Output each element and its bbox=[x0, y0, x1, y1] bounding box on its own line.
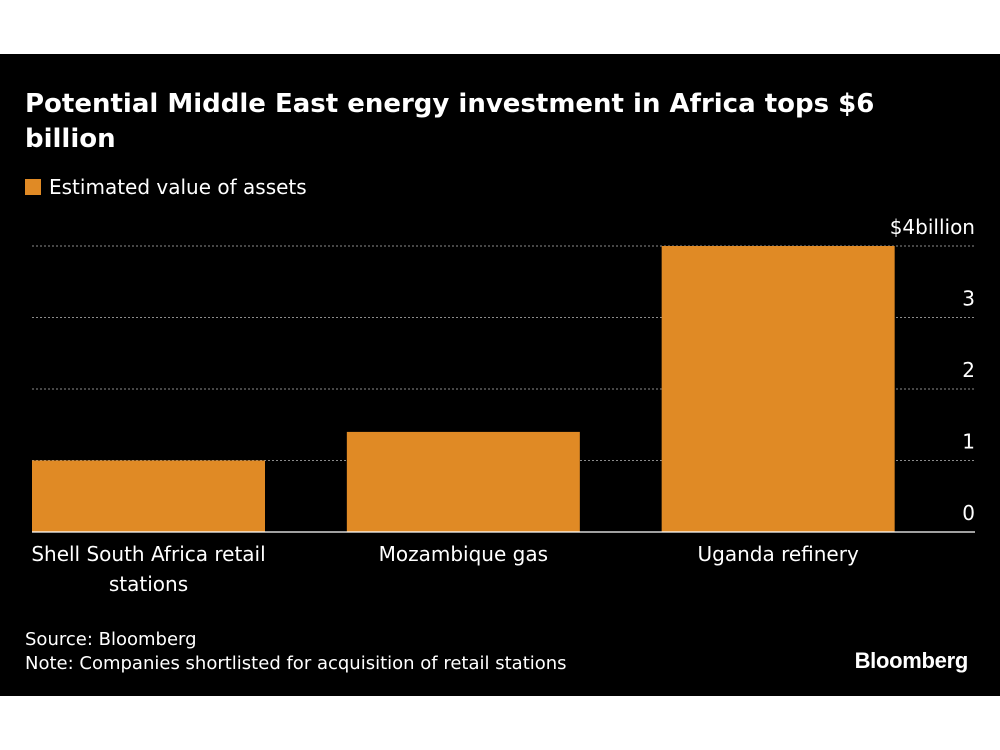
bloomberg-logo: Bloomberg bbox=[854, 648, 969, 673]
x-tick-label: Uganda refinery bbox=[698, 542, 859, 566]
bar bbox=[346, 431, 580, 532]
x-tick-label: Mozambique gas bbox=[379, 542, 548, 566]
x-tick-label: Shell South Africa retail stations bbox=[31, 542, 265, 596]
y-tick-label: 1 bbox=[962, 430, 975, 454]
y-tick-label: 0 bbox=[962, 501, 975, 525]
chart-panel: Potential Middle East energy investment … bbox=[0, 54, 1000, 696]
footnote: Note: Companies shortlisted for acquisit… bbox=[25, 653, 567, 674]
y-tick-label: $4billion bbox=[890, 215, 975, 239]
chart-title: Potential Middle East energy investment … bbox=[25, 89, 875, 154]
legend-label: Estimated value of assets bbox=[49, 175, 307, 199]
bar bbox=[661, 246, 895, 532]
bar-chart: 0 1 2 3 $4billion Shell South Africa retail st… bbox=[31, 215, 975, 596]
y-tick-label: 3 bbox=[962, 287, 975, 311]
source-note: Source: Bloomberg bbox=[25, 629, 197, 650]
bar bbox=[32, 460, 265, 532]
y-tick-label: 2 bbox=[962, 358, 975, 382]
legend: Estimated value of assets bbox=[25, 175, 307, 199]
legend-swatch bbox=[25, 179, 41, 195]
